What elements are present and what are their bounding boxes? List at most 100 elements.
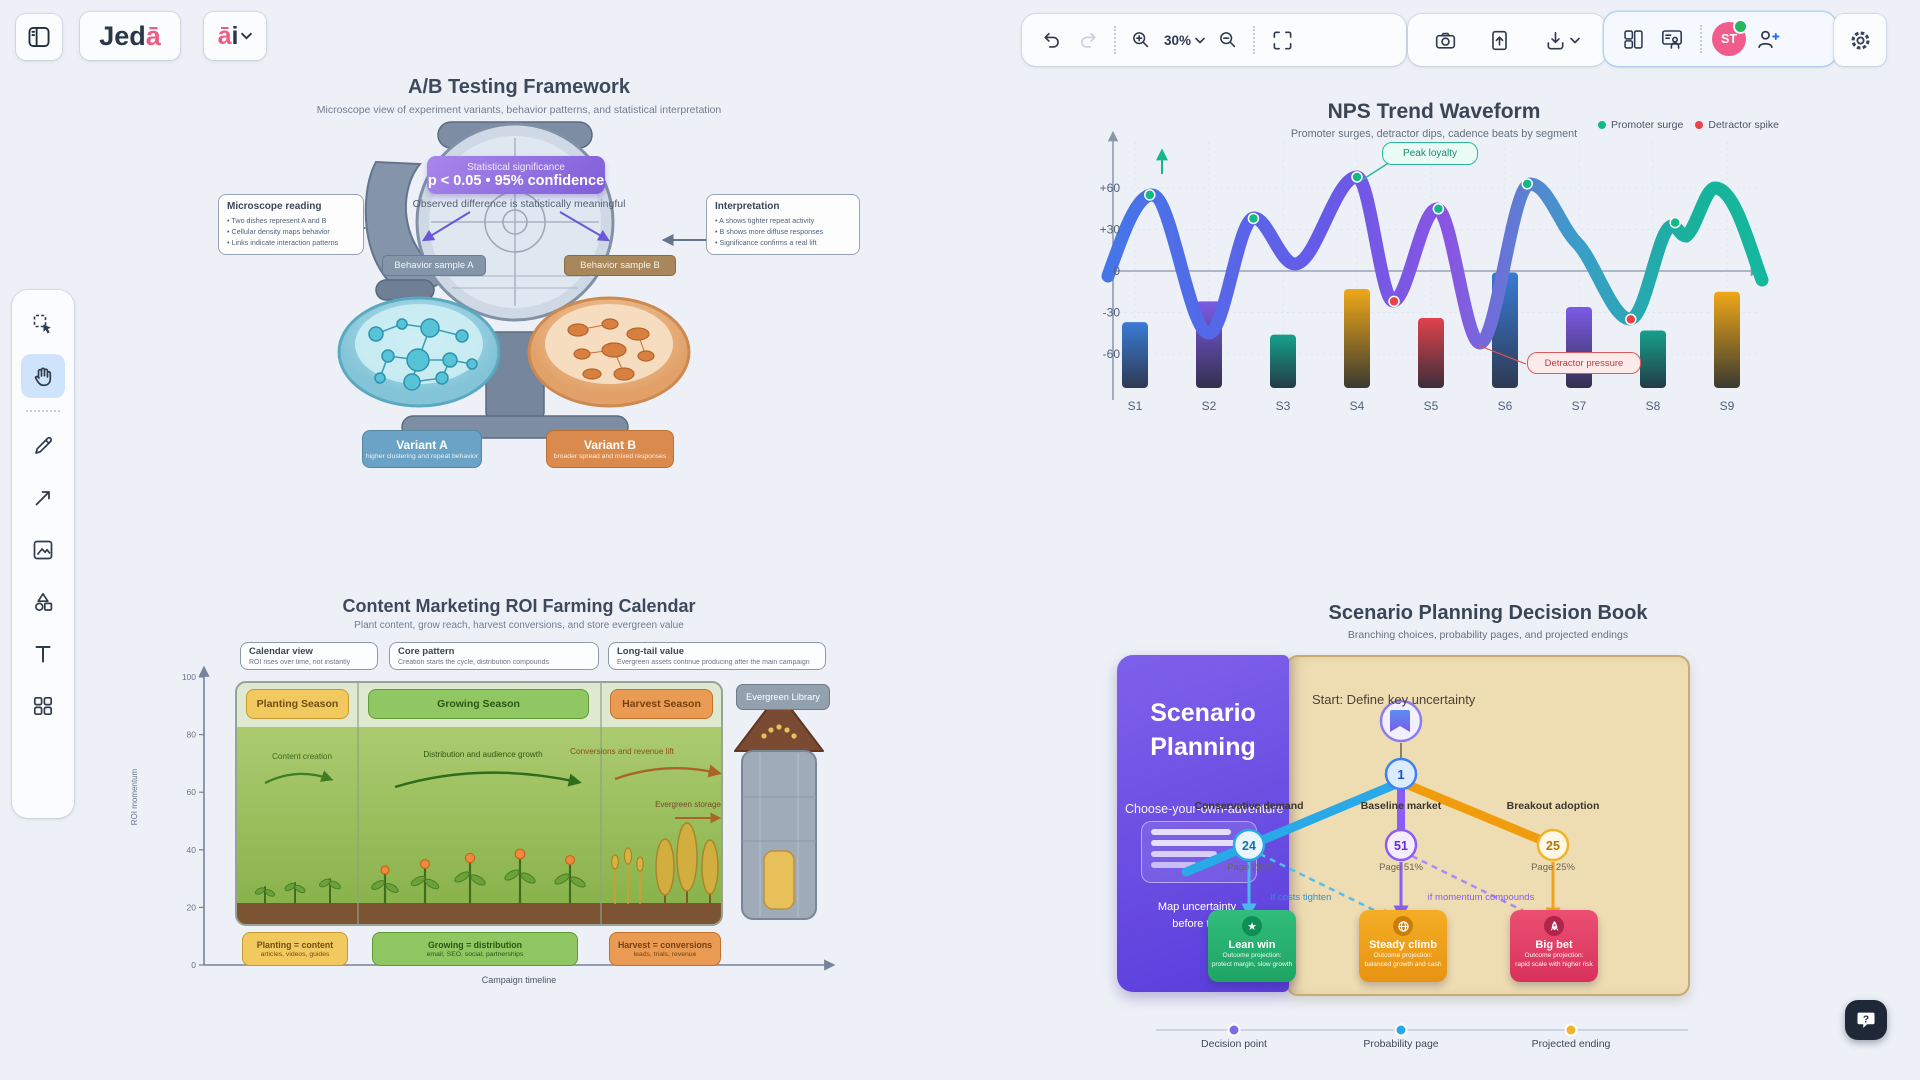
farming-ylabel: ROI momentum xyxy=(130,768,139,826)
x-tick-label: S7 xyxy=(1572,399,1587,413)
fullscreen-icon xyxy=(1273,31,1291,49)
undo-button[interactable] xyxy=(1034,22,1070,58)
tool-shapes[interactable] xyxy=(21,580,65,624)
y-tick-label: 0 xyxy=(1113,264,1120,278)
nps-subtitle: Promoter surges, detractor dips, cadence… xyxy=(1290,128,1578,140)
zoom-out-icon xyxy=(1220,32,1236,48)
screenshot-button[interactable] xyxy=(1426,22,1464,58)
zoom-in-button[interactable] xyxy=(1124,22,1158,58)
redo-button[interactable] xyxy=(1070,22,1106,58)
y-tick-label: -30 xyxy=(1103,305,1121,319)
planting-legend-badge: Planting = content articles, videos, gui… xyxy=(242,932,348,966)
y-tick-label: 80 xyxy=(187,730,197,740)
app-logo[interactable]: Jed ā xyxy=(80,12,180,60)
shapes-icon xyxy=(35,592,53,612)
peak-loyalty-label: Peak loyalty xyxy=(1403,148,1457,159)
logo-text-dark: Jed xyxy=(99,20,146,51)
branch-node-number: 51 xyxy=(1394,839,1408,853)
branch-label-baseline: Baseline market xyxy=(1360,800,1442,812)
tool-arrow[interactable] xyxy=(21,476,65,520)
detractor-pressure-label: Detractor pressure xyxy=(1544,357,1624,369)
help-button[interactable]: ? xyxy=(1845,1000,1887,1040)
tool-select[interactable] xyxy=(21,302,65,346)
planting-season-badge: Planting Season xyxy=(246,689,349,719)
distribution-label: Distribution and audience growth xyxy=(423,750,543,759)
season-label: Harvest Season xyxy=(622,698,701,710)
branch-node-number: 25 xyxy=(1546,839,1560,853)
promoter-dot xyxy=(1432,203,1445,215)
y-tick-label: -60 xyxy=(1103,347,1121,361)
evergreen-library-badge: Evergreen Library xyxy=(736,684,830,710)
text-icon xyxy=(35,646,51,663)
x-tick-label: S5 xyxy=(1424,399,1439,413)
invite-user-button[interactable] xyxy=(1748,21,1788,57)
legend-detractor: Detractor spike xyxy=(1708,119,1779,131)
online-status-dot xyxy=(1733,19,1748,34)
callout-title: Interpretation xyxy=(715,201,780,212)
tool-pencil[interactable] xyxy=(21,424,65,468)
outcome-card-steady-climb: Steady climb Outcome projection: balance… xyxy=(1359,910,1447,982)
promoter-dot xyxy=(1521,178,1533,190)
callout-bullet: • Two dishes represent A and B xyxy=(227,216,327,225)
callout-title: Microscope reading xyxy=(227,201,322,212)
fit-screen-button[interactable] xyxy=(1263,22,1301,58)
zoom-out-button[interactable] xyxy=(1211,22,1245,58)
x-tick-label: S2 xyxy=(1202,399,1217,413)
callout-bullet: • A shows tighter repeat activity xyxy=(715,216,815,225)
settings-button[interactable] xyxy=(1834,14,1886,66)
significance-badge: Statistical significance p < 0.05 • 95% … xyxy=(427,156,605,194)
image-icon xyxy=(33,540,53,560)
user-avatar[interactable]: ST xyxy=(1710,19,1748,58)
layout-panels-button[interactable] xyxy=(1614,21,1652,57)
decision-book-cover: Scenario Planning Choose-your-own-advent… xyxy=(1117,655,1289,992)
tool-image[interactable] xyxy=(21,528,65,572)
infobox-title: Long-tail value xyxy=(617,646,685,657)
nps-bar xyxy=(1640,330,1666,388)
interpretation-callout: Interpretation • A shows tighter repeat … xyxy=(706,194,860,256)
decision-book-page xyxy=(1286,655,1690,996)
zoom-level-dropdown[interactable]: 30% xyxy=(1158,22,1211,58)
root-node-number: 1 xyxy=(1397,767,1404,782)
tool-hand[interactable] xyxy=(21,354,65,398)
ai-text-dark: i xyxy=(231,21,239,50)
outcome-card-big-bet: Big bet Outcome projection: rapid scale … xyxy=(1510,910,1598,982)
variant-a-name: Variant A xyxy=(396,438,448,452)
cover-title-line2: Planning xyxy=(1150,733,1256,761)
y-tick-label: 100 xyxy=(182,672,196,682)
harvest-season-badge: Harvest Season xyxy=(610,689,713,719)
list-line xyxy=(1151,829,1231,835)
nps-bar xyxy=(1270,334,1296,388)
tool-text[interactable] xyxy=(21,632,65,676)
detractor-dot-icon xyxy=(1695,121,1704,129)
legend-projected-ending: Projected ending xyxy=(1531,1038,1611,1050)
history-zoom-toolbar: 30% xyxy=(1022,14,1406,66)
sidebar-toggle-button[interactable] xyxy=(16,14,62,60)
microscope-reading-callout: Microscope reading • Two dishes represen… xyxy=(218,194,364,256)
rocket-icon xyxy=(1544,916,1564,936)
legend-badge-desc: email, SEO, social, partnerships xyxy=(426,951,524,958)
avatar-initials: ST xyxy=(1721,32,1737,46)
conversions-label: Conversions and revenue lift xyxy=(570,747,674,756)
variant-a-badge: Variant A higher clustering and repeat b… xyxy=(362,430,482,468)
download-menu-button[interactable] xyxy=(1536,22,1588,58)
condition-momentum: if momentum compounds xyxy=(1427,892,1535,903)
toolbar-divider xyxy=(1114,26,1116,54)
detractor-dot xyxy=(1625,313,1637,326)
promoter-dot-icon xyxy=(1598,121,1606,129)
ai-text-pink: ā xyxy=(217,21,232,50)
sample-b-badge: Behavior sample B xyxy=(564,255,676,276)
import-button[interactable] xyxy=(1481,22,1519,58)
farming-xlabel: Campaign timeline xyxy=(481,975,557,985)
x-tick-label: S1 xyxy=(1128,399,1143,413)
list-line xyxy=(1151,862,1197,868)
redo-icon xyxy=(1081,32,1096,48)
ab-title: A/B Testing Framework xyxy=(408,76,630,98)
legend-badge-desc: leads, trials, revenue xyxy=(633,951,697,958)
present-button[interactable] xyxy=(1652,21,1692,57)
tool-templates[interactable] xyxy=(21,684,65,728)
infobox-desc: ROI rises over time, not instantly xyxy=(249,659,351,666)
nps-legend: Promoter surge Detractor spike xyxy=(1598,119,1779,131)
x-tick-label: S4 xyxy=(1350,399,1365,413)
